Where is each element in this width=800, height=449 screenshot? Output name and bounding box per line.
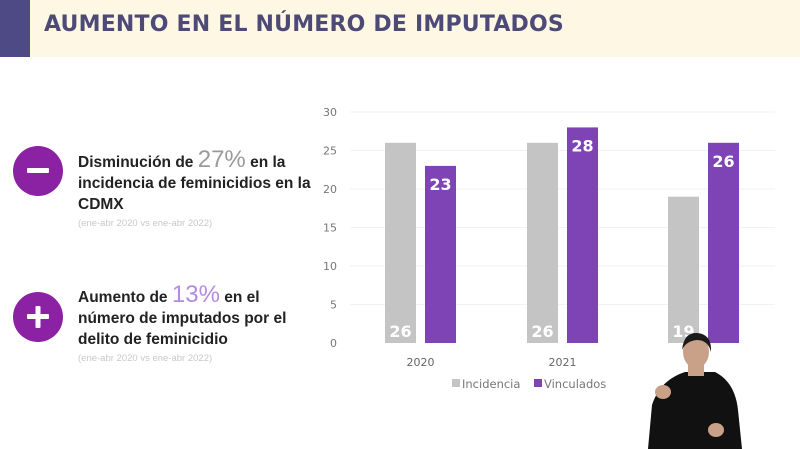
data-label: 26	[712, 152, 734, 171]
data-label: 28	[571, 136, 593, 155]
stat-increase-note: (ene-abr 2020 vs ene-abr 2022)	[78, 353, 213, 364]
stat-decrease-value: 27%	[197, 146, 246, 173]
stat-increase-value: 13%	[171, 281, 220, 308]
x-tick-label: 2021	[549, 356, 577, 369]
y-tick-label: 30	[323, 106, 337, 119]
bar-vinculados	[567, 127, 598, 344]
data-label: 26	[389, 322, 411, 341]
plus-icon	[13, 292, 63, 342]
header-accent	[0, 0, 30, 57]
legend-swatch	[452, 379, 460, 387]
y-tick-label: 10	[323, 260, 337, 273]
bar-incidencia	[668, 196, 699, 343]
legend-swatch	[534, 379, 542, 387]
legend-label: Vinculados	[544, 377, 606, 391]
stat-decrease: Disminución de 27% en la incidencia de f…	[78, 146, 311, 214]
bar-vinculados	[425, 165, 456, 343]
minus-icon	[13, 146, 63, 196]
data-label: 26	[531, 322, 553, 341]
bar-incidencia	[527, 142, 558, 343]
stat-increase-block: Aumento de 13% en el número de imputados…	[78, 283, 318, 365]
data-label: 23	[429, 175, 451, 194]
legend-label: Incidencia	[462, 377, 520, 391]
header-bar: AUMENTO EN EL NÚMERO DE IMPUTADOS	[0, 0, 800, 57]
y-tick-label: 0	[330, 337, 337, 350]
x-tick-label: 2020	[407, 356, 435, 369]
y-tick-label: 25	[323, 145, 337, 158]
y-tick-label: 20	[323, 183, 337, 196]
y-tick-label: 5	[330, 299, 337, 312]
stat-decrease-block: Disminución de 27% en la incidencia de f…	[78, 148, 318, 230]
page-title: AUMENTO EN EL NÚMERO DE IMPUTADOS	[44, 12, 564, 37]
stat-decrease-note: (ene-abr 2020 vs ene-abr 2022)	[78, 218, 213, 229]
bar-incidencia	[385, 142, 416, 343]
stat-increase: Aumento de 13% en el número de imputados…	[78, 281, 287, 349]
bar-vinculados	[708, 142, 739, 343]
y-tick-label: 15	[323, 222, 337, 235]
